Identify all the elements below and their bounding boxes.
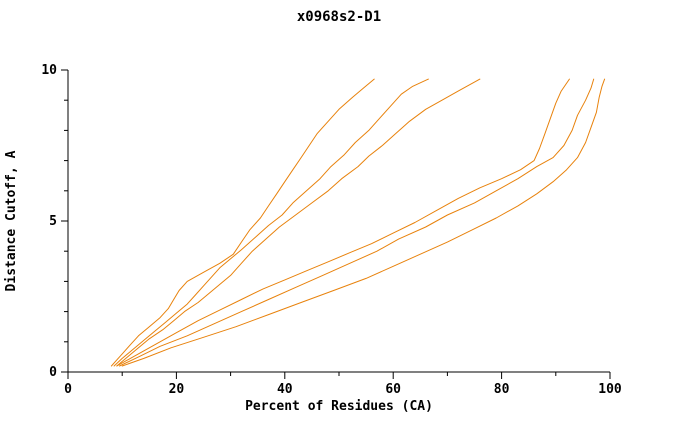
series-line-curve-3 (116, 78, 481, 367)
tick-marks (61, 69, 611, 379)
series-line-curve-2 (113, 78, 429, 367)
series-lines (110, 78, 606, 367)
x-tick-label: 100 (598, 382, 622, 397)
chart-title: x0968s2-D1 (297, 9, 381, 25)
x-tick-label: 0 (64, 382, 72, 397)
y-tick-label: 0 (49, 365, 57, 380)
series-line-curve-5 (119, 78, 595, 367)
y-axis-label: Distance Cutoff, A (4, 150, 19, 291)
x-tick-label: 20 (169, 382, 185, 397)
y-tick-label: 10 (41, 63, 57, 78)
x-axis-label: Percent of Residues (CA) (245, 399, 433, 414)
x-tick-label: 60 (385, 382, 401, 397)
series-line-curve-4 (116, 78, 570, 367)
series-line-curve-1 (110, 78, 375, 367)
y-tick-label: 5 (49, 214, 57, 229)
series-line-curve-6 (121, 78, 606, 367)
tick-labels: 0 20 40 60 80 100 0 5 10 (41, 63, 622, 397)
x-tick-label: 80 (494, 382, 510, 397)
x-tick-label: 40 (277, 382, 293, 397)
